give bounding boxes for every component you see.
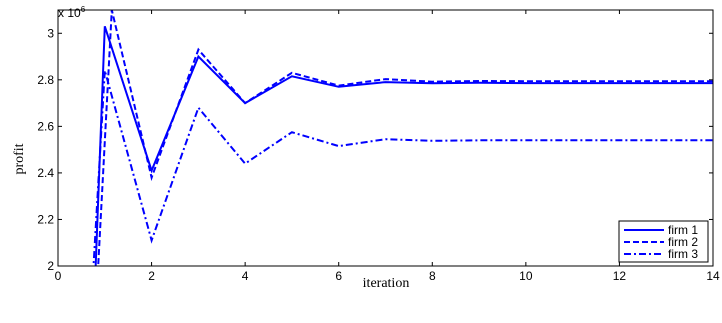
y-tick-label: 2.2 bbox=[37, 212, 54, 226]
x-tick-label: 2 bbox=[148, 269, 155, 283]
x-tick-label: 12 bbox=[613, 269, 627, 283]
x-tick-label: 6 bbox=[335, 269, 342, 283]
plot-frame bbox=[57, 9, 714, 267]
plot-series bbox=[92, 10, 713, 266]
series-line-2 bbox=[97, 10, 713, 266]
y-tick-label: 2.8 bbox=[37, 73, 54, 87]
x-tick-label: 14 bbox=[706, 269, 720, 283]
y-axis-label: profit bbox=[12, 143, 27, 174]
y-multiplier-base: x 10 bbox=[58, 6, 81, 20]
y-multiplier-exponent: 6 bbox=[81, 5, 86, 14]
x-axis: 0 2 4 6 8 10 12 14 bbox=[55, 10, 720, 283]
x-tick-label: 10 bbox=[519, 269, 533, 283]
legend-label: firm 1 bbox=[668, 223, 698, 237]
y-tick-label: 3 bbox=[47, 26, 54, 40]
y-tick-label: 2.4 bbox=[37, 166, 54, 180]
x-tick-label: 0 bbox=[55, 269, 62, 283]
x-tick-label: 4 bbox=[242, 269, 249, 283]
y-axis: 2 2.2 2.4 2.6 2.8 3 bbox=[37, 26, 713, 273]
x-axis-label: iteration bbox=[363, 276, 410, 291]
series-line-3 bbox=[92, 70, 713, 266]
series-line-1 bbox=[94, 25, 713, 266]
x-tick-label: 8 bbox=[429, 269, 436, 283]
legend-label: firm 2 bbox=[668, 235, 698, 249]
y-tick-label: 2.6 bbox=[37, 119, 54, 133]
legend-label: firm 3 bbox=[668, 247, 698, 261]
y-tick-label: 2 bbox=[47, 259, 54, 273]
y-multiplier-label: x 106 bbox=[58, 5, 86, 20]
